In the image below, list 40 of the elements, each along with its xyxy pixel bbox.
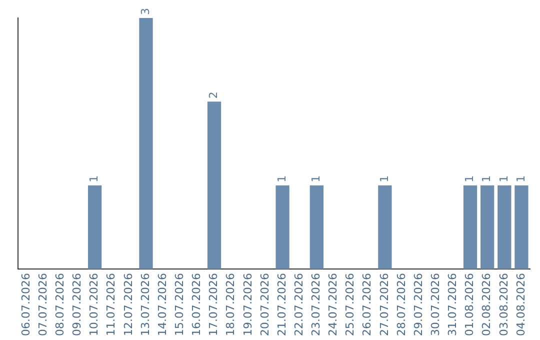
x-tick-label: 23.07.2026 xyxy=(310,273,323,336)
data-label: 1 xyxy=(275,175,288,182)
data-label: 3 xyxy=(138,8,152,15)
x-tick-label: 17.07.2026 xyxy=(207,273,220,336)
x-tick-label: 06.07.2026 xyxy=(19,273,32,336)
data-label: 1 xyxy=(514,175,528,182)
x-tick-label: 13.07.2026 xyxy=(138,273,152,336)
x-tick-label: 24.07.2026 xyxy=(326,273,340,336)
data-label: 1 xyxy=(88,175,101,182)
x-tick-label: 04.08.2026 xyxy=(514,273,528,336)
x-tick-label: 02.08.2026 xyxy=(480,273,494,336)
x-tick-label: 30.07.2026 xyxy=(428,273,442,336)
x-tick-label: 03.08.2026 xyxy=(497,273,510,336)
x-tick-label: 01.08.2026 xyxy=(463,273,476,336)
x-tick-label: 08.07.2026 xyxy=(54,273,67,336)
x-tick-label: 27.07.2026 xyxy=(378,273,391,336)
x-tick-label: 29.07.2026 xyxy=(412,273,425,336)
x-tick-label: 16.07.2026 xyxy=(190,273,204,336)
x-tick-label: 22.07.2026 xyxy=(292,273,306,336)
x-tick-label: 09.07.2026 xyxy=(70,273,84,336)
x-tick-label: 19.07.2026 xyxy=(241,273,254,336)
x-tick-label: 15.07.2026 xyxy=(172,273,186,336)
x-tick-label: 25.07.2026 xyxy=(344,273,357,336)
data-label: 1 xyxy=(480,175,494,182)
x-tick-label: 26.07.2026 xyxy=(360,273,374,336)
x-tick-label: 21.07.2026 xyxy=(275,273,288,336)
x-tick-label: 10.07.2026 xyxy=(88,273,101,336)
x-tick-label: 14.07.2026 xyxy=(156,273,169,336)
x-tick-label: 31.07.2026 xyxy=(446,273,460,336)
x-tick-label: 12.07.2026 xyxy=(122,273,135,336)
data-label: 1 xyxy=(310,175,323,182)
x-tick-label: 18.07.2026 xyxy=(224,273,238,336)
x-tick-label: 11.07.2026 xyxy=(104,273,118,336)
data-label: 1 xyxy=(497,175,510,182)
x-tick-label: 28.07.2026 xyxy=(394,273,408,336)
data-label: 2 xyxy=(207,92,220,99)
x-tick-label: 20.07.2026 xyxy=(258,273,272,336)
data-label: 1 xyxy=(378,175,391,182)
data-label: 1 xyxy=(463,175,476,182)
x-tick-label: 07.07.2026 xyxy=(36,273,50,336)
